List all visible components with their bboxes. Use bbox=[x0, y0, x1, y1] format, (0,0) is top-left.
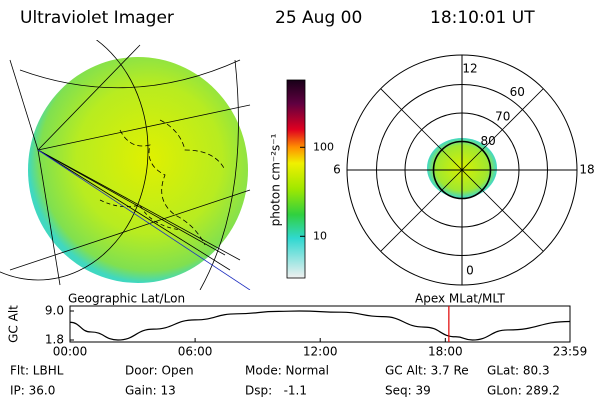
title: Ultraviolet Imager bbox=[20, 8, 174, 28]
mlt-label: 12 bbox=[462, 62, 477, 76]
status-field: GLon: 289.2 bbox=[487, 384, 560, 398]
y-tick-label: 1.8 bbox=[45, 333, 64, 347]
status-field: IP: 36.0 bbox=[10, 384, 55, 398]
lat-ring bbox=[432, 140, 492, 200]
colorbar-tick-label: 100 bbox=[313, 140, 334, 153]
status-field: Door: Open bbox=[125, 364, 194, 378]
status-field: Gain: 13 bbox=[125, 384, 176, 398]
mlt-label: 0 bbox=[466, 264, 474, 278]
status-field: Dsp: -1.1 bbox=[245, 384, 307, 398]
x-tick-label: 12:00 bbox=[303, 345, 338, 359]
status-field: Seq: 39 bbox=[385, 384, 431, 398]
lat-label: 60 bbox=[510, 85, 525, 99]
x-tick-label: 18:00 bbox=[428, 345, 463, 359]
time: 18:10:01 UT bbox=[430, 8, 535, 28]
mlt-label: 18 bbox=[579, 163, 594, 177]
lat-ring bbox=[404, 112, 520, 228]
date: 25 Aug 00 bbox=[275, 8, 362, 28]
status-field: Mode: Normal bbox=[245, 364, 329, 378]
y-tick-label: 9.0 bbox=[45, 304, 64, 318]
x-tick-label: 00:00 bbox=[53, 345, 88, 359]
x-tick-label: 06:00 bbox=[178, 345, 213, 359]
geographic-image bbox=[0, 40, 251, 290]
status-field: GLat: 80.3 bbox=[487, 364, 550, 378]
colorbar-tick-label: 10 bbox=[313, 229, 327, 242]
lat-label: 70 bbox=[495, 109, 510, 123]
colorbar bbox=[286, 79, 306, 279]
altitude-line bbox=[69, 310, 571, 341]
x-tick-label: 23:59 bbox=[553, 345, 588, 359]
altitude-ylabel: GC Alt bbox=[7, 305, 21, 343]
lat-label: 80 bbox=[481, 134, 496, 148]
polar-label: Apex MLat/MLT bbox=[415, 292, 505, 306]
status-field: Flt: LBHL bbox=[10, 364, 64, 378]
colorbar-label: photon cm⁻²s⁻¹ bbox=[269, 133, 283, 226]
mlt-label: 6 bbox=[333, 163, 341, 177]
map-label: Geographic Lat/Lon bbox=[68, 292, 185, 306]
status-field: GC Alt: 3.7 Re bbox=[385, 364, 469, 378]
lat-ring bbox=[376, 84, 548, 256]
